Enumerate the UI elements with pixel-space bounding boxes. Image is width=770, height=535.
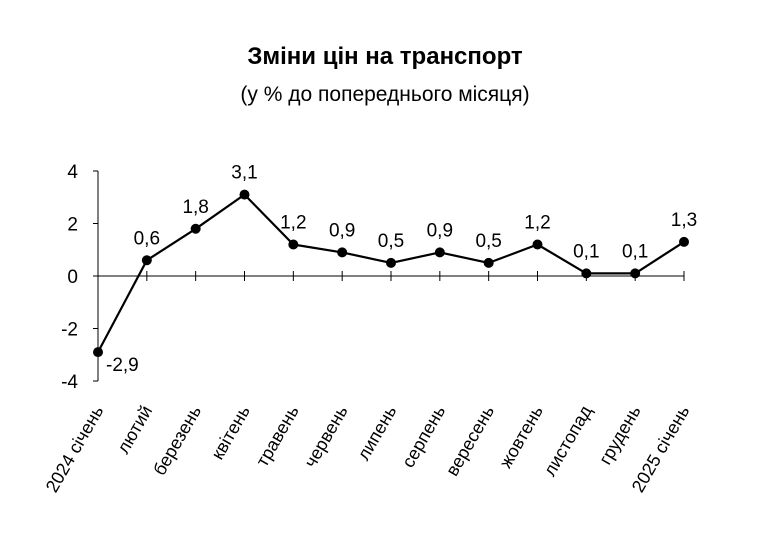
- data-point: [288, 239, 299, 250]
- x-tick-label: вересень: [442, 402, 498, 479]
- data-point: [337, 247, 348, 258]
- data-point: [141, 255, 152, 266]
- data-point: [386, 257, 396, 268]
- data-label: 1,2: [280, 213, 306, 234]
- y-tick-label: -2: [61, 320, 78, 341]
- data-point: [93, 347, 103, 358]
- data-label: 1,3: [671, 210, 697, 231]
- data-label: 0,9: [329, 220, 355, 241]
- data-label: 1,2: [524, 213, 550, 234]
- data-points: [93, 189, 689, 358]
- data-point: [532, 239, 543, 250]
- y-tick-label: 0: [67, 267, 78, 288]
- chart-subtitle: (у % до попереднього місяця): [240, 83, 530, 106]
- data-point: [630, 268, 641, 279]
- data-label: 0,1: [573, 241, 599, 262]
- data-point: [190, 223, 201, 234]
- x-tick-label: серпень: [398, 402, 449, 471]
- y-tick-label: 2: [67, 215, 78, 236]
- data-point: [679, 236, 689, 247]
- x-tick-label: листопад: [540, 402, 597, 480]
- data-point: [434, 247, 445, 258]
- data-label: -2,9: [106, 355, 139, 376]
- y-tick-label: -4: [61, 372, 78, 393]
- x-tick-label: грудень: [595, 402, 645, 468]
- data-point: [239, 189, 250, 200]
- data-labels: -2,9 0,6 1,8 3,1 1,2 0,9 0,5 0,9 0,5 1,2 0,1 0,1 1,3: [106, 163, 697, 377]
- data-point: [483, 257, 494, 268]
- data-label: 0,5: [475, 231, 501, 252]
- data-label: 0,9: [427, 220, 453, 241]
- x-tick-label: липень: [353, 402, 400, 464]
- data-point: [581, 268, 592, 279]
- x-tick-label: квітень: [207, 402, 254, 463]
- data-label: 0,6: [134, 228, 160, 249]
- x-tick-label: березень: [149, 402, 205, 479]
- x-tick-label: жовтень: [495, 402, 547, 471]
- x-tick-label: червень: [300, 402, 351, 471]
- x-tick-label: травень: [252, 402, 303, 470]
- data-label: 0,1: [622, 241, 648, 262]
- y-tick-label: 4: [67, 162, 78, 183]
- data-label: 1,8: [182, 197, 208, 218]
- chart-title: Зміни цін на транспорт: [247, 43, 523, 70]
- x-tick-label: лютий: [113, 402, 156, 457]
- data-label: 3,1: [231, 163, 257, 184]
- data-label: 0,5: [378, 231, 404, 252]
- x-tick-label: 2024 січень: [42, 402, 108, 496]
- y-tick-labels: 4 2 0 -2 -4: [61, 162, 78, 393]
